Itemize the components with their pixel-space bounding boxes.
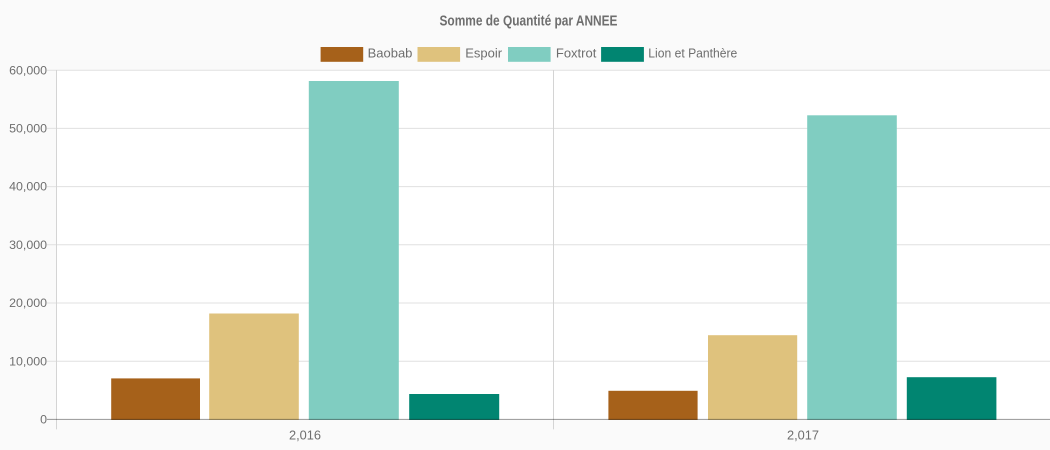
svg-text:30,000: 30,000: [9, 238, 47, 252]
svg-text:50,000: 50,000: [9, 122, 47, 136]
svg-text:2,017: 2,017: [787, 428, 819, 443]
svg-text:10,000: 10,000: [9, 354, 47, 368]
svg-text:Lion et Panthère: Lion et Panthère: [648, 46, 737, 61]
svg-text:60,000: 60,000: [9, 63, 47, 77]
svg-text:20,000: 20,000: [9, 296, 47, 310]
svg-text:0: 0: [40, 413, 47, 427]
svg-text:Baobab: Baobab: [368, 46, 413, 61]
svg-text:Espoir: Espoir: [465, 46, 503, 61]
svg-text:Somme de Quantité par ANNEE: Somme de Quantité par ANNEE: [440, 14, 618, 30]
svg-text:2,016: 2,016: [289, 428, 321, 443]
svg-text:40,000: 40,000: [9, 180, 47, 194]
svg-text:Foxtrot: Foxtrot: [556, 46, 597, 61]
